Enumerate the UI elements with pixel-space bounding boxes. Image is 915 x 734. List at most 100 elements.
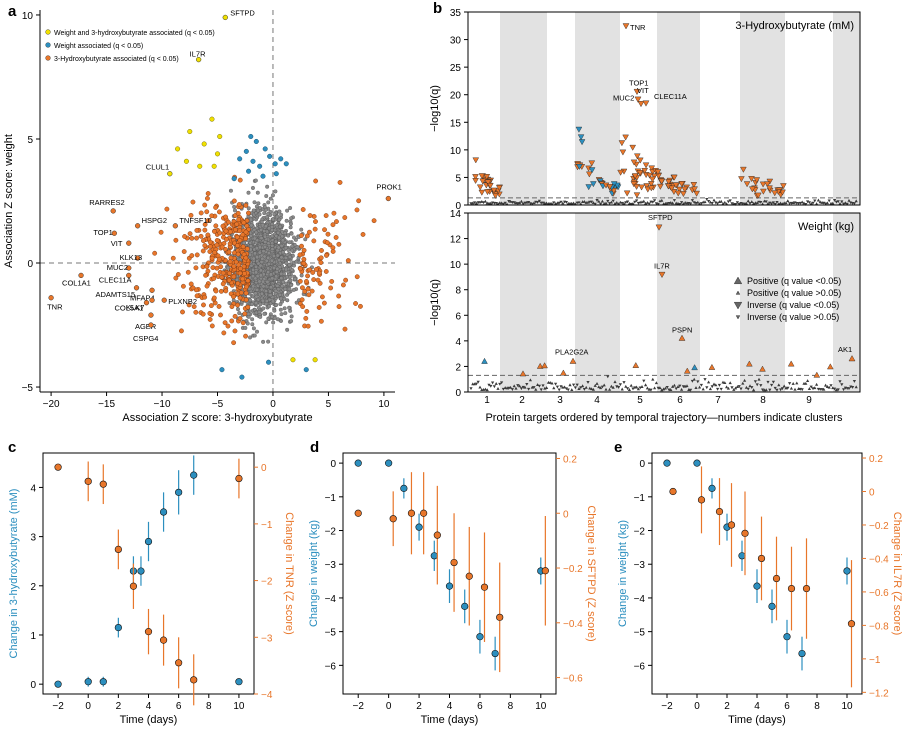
grey-point bbox=[267, 226, 272, 231]
marker bbox=[598, 202, 603, 206]
grey-point bbox=[263, 234, 268, 239]
marker bbox=[573, 386, 578, 390]
marker bbox=[474, 382, 479, 386]
data-point bbox=[54, 680, 62, 688]
marker bbox=[496, 202, 500, 206]
grey-point bbox=[251, 256, 256, 261]
marker bbox=[555, 201, 560, 205]
marker bbox=[755, 192, 762, 199]
point-label-klk13: KLK13 bbox=[120, 253, 143, 262]
point-label-tnr: TNR bbox=[630, 23, 646, 32]
marker bbox=[552, 201, 556, 205]
hydroxybutyrate-point bbox=[234, 221, 240, 227]
marker bbox=[469, 202, 473, 206]
weight-point bbox=[266, 359, 272, 365]
marker bbox=[474, 201, 479, 205]
hydroxybutyrate-point bbox=[193, 309, 199, 315]
marker bbox=[845, 202, 849, 206]
marker bbox=[485, 201, 489, 205]
hydroxybutyrate-point bbox=[205, 232, 211, 238]
weight-point bbox=[250, 158, 256, 164]
cluster-shade bbox=[575, 12, 620, 205]
hydroxybutyrate-point bbox=[311, 238, 317, 244]
marker bbox=[805, 200, 810, 204]
grey-point bbox=[262, 244, 267, 249]
hydroxybutyrate-point bbox=[209, 323, 215, 329]
marker bbox=[609, 384, 614, 388]
marker bbox=[494, 201, 498, 205]
grey-point bbox=[279, 276, 284, 281]
hydroxybutyrate-point bbox=[305, 286, 311, 292]
hydroxybutyrate-point bbox=[223, 214, 229, 220]
marker bbox=[478, 189, 486, 196]
marker bbox=[487, 202, 491, 206]
x-tick-label: 2 bbox=[724, 701, 730, 712]
marker bbox=[589, 387, 594, 391]
marker bbox=[703, 378, 707, 381]
y-axis-label-right: Change in IL7R (Z score) bbox=[891, 512, 903, 636]
marker bbox=[755, 383, 759, 387]
marker bbox=[760, 188, 767, 195]
marker bbox=[613, 380, 617, 384]
marker bbox=[618, 140, 626, 147]
both-point bbox=[217, 134, 223, 140]
x-tick-label: 8 bbox=[814, 701, 820, 712]
data-point bbox=[420, 509, 428, 517]
panel-letter-b: b bbox=[433, 0, 442, 17]
marker bbox=[737, 202, 741, 206]
legend-label: Inverse (q value <0.05) bbox=[747, 300, 839, 310]
grey-point bbox=[249, 217, 254, 222]
marker bbox=[678, 181, 685, 187]
marker bbox=[827, 385, 831, 389]
grey-point bbox=[269, 285, 274, 290]
hydroxybutyrate-point bbox=[301, 260, 307, 266]
marker bbox=[564, 387, 569, 391]
marker bbox=[820, 388, 824, 391]
grey-point bbox=[275, 214, 280, 219]
marker bbox=[654, 169, 662, 176]
hydroxybutyrate-point bbox=[189, 235, 195, 241]
marker bbox=[472, 157, 480, 164]
hydroxybutyrate-point bbox=[186, 302, 192, 308]
grey-point bbox=[257, 212, 262, 217]
marker bbox=[516, 384, 520, 388]
chart-c: −2 0 2 4 6 8 10 0 1 2 3 4 0 −1 −2 −3 −4 Time (days) Change… bbox=[8, 452, 295, 726]
hydroxybutyrate-point bbox=[243, 333, 248, 339]
marker bbox=[679, 201, 684, 205]
hydroxybutyrate-point bbox=[237, 295, 243, 301]
legend-label: Inverse (q value >0.05) bbox=[747, 312, 839, 322]
grey-point bbox=[285, 298, 290, 303]
marker bbox=[586, 381, 590, 384]
data-point bbox=[541, 567, 549, 575]
hydroxybutyrate-point bbox=[227, 270, 232, 276]
point-label-plxnb2: PLXNB2 bbox=[168, 297, 197, 306]
grey-point bbox=[284, 261, 289, 266]
grey-point bbox=[295, 245, 300, 250]
marker bbox=[735, 201, 740, 205]
marker bbox=[809, 385, 813, 389]
hydroxybutyrate-point bbox=[232, 313, 238, 319]
hydroxybutyrate-point bbox=[231, 263, 237, 269]
y-tick-label: 8 bbox=[455, 286, 461, 297]
marker bbox=[636, 387, 641, 391]
marker bbox=[665, 179, 672, 186]
marker bbox=[580, 384, 585, 388]
hydroxybutyrate-point bbox=[187, 231, 193, 237]
both-point bbox=[312, 357, 318, 363]
marker bbox=[674, 387, 678, 391]
marker bbox=[633, 184, 640, 190]
marker bbox=[588, 167, 596, 174]
point-label-col1a1: COL1A1 bbox=[62, 278, 91, 287]
chart-e: −2 0 2 4 6 8 10 0 −1 −2 −3 −4 −5 −6 0.2 0 −0.2 −0.4 −0.6 −0… bbox=[617, 452, 903, 726]
hydroxybutyrate-point bbox=[298, 233, 304, 238]
marker bbox=[847, 387, 851, 391]
labeled-point-col5a1 bbox=[143, 300, 150, 306]
hydroxybutyrate-point bbox=[227, 229, 233, 235]
hydroxybutyrate-point bbox=[307, 267, 313, 273]
marker bbox=[834, 388, 839, 392]
marker bbox=[768, 201, 772, 205]
x-tick-label: −2 bbox=[353, 701, 365, 712]
data-point bbox=[843, 567, 851, 575]
marker bbox=[508, 385, 513, 389]
hydroxybutyrate-point bbox=[185, 269, 191, 275]
